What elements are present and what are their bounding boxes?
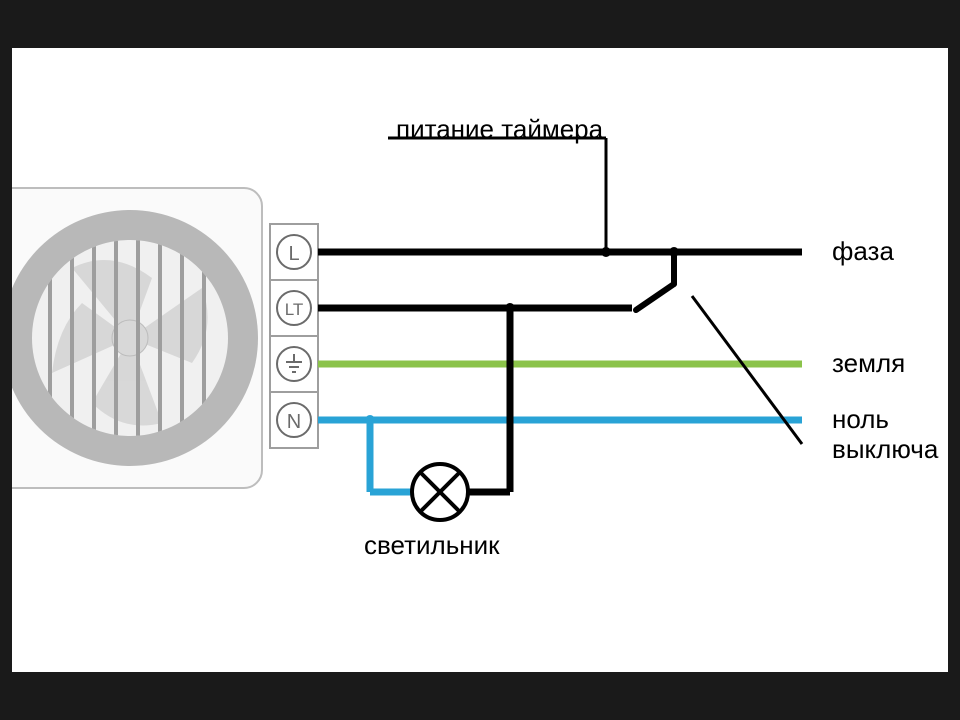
terminal-block: L LT N <box>270 224 318 448</box>
label-neutral: ноль <box>832 404 889 435</box>
fan-unit <box>12 188 262 488</box>
label-lamp: светильник <box>364 530 500 561</box>
label-timer-power: питание таймера <box>396 114 603 145</box>
lamp-symbol <box>412 464 468 520</box>
wiring-svg: L LT N <box>12 128 948 592</box>
terminal-N-label: N <box>287 411 301 433</box>
terminal-L-label: L <box>288 243 299 265</box>
junction-switch-top <box>669 247 679 257</box>
label-phase: фаза <box>832 236 894 267</box>
terminal-LT-label: LT <box>285 300 304 319</box>
label-switch: выключа <box>832 434 938 465</box>
junction-timer <box>601 247 611 257</box>
timer-power-leader <box>388 138 606 252</box>
junction-lamp-lt <box>505 303 515 313</box>
junction-lamp-n <box>365 415 375 425</box>
switch <box>636 252 674 310</box>
label-ground: земля <box>832 348 905 379</box>
diagram-area: L LT N <box>12 128 948 592</box>
diagram-canvas: L LT N <box>12 48 948 672</box>
